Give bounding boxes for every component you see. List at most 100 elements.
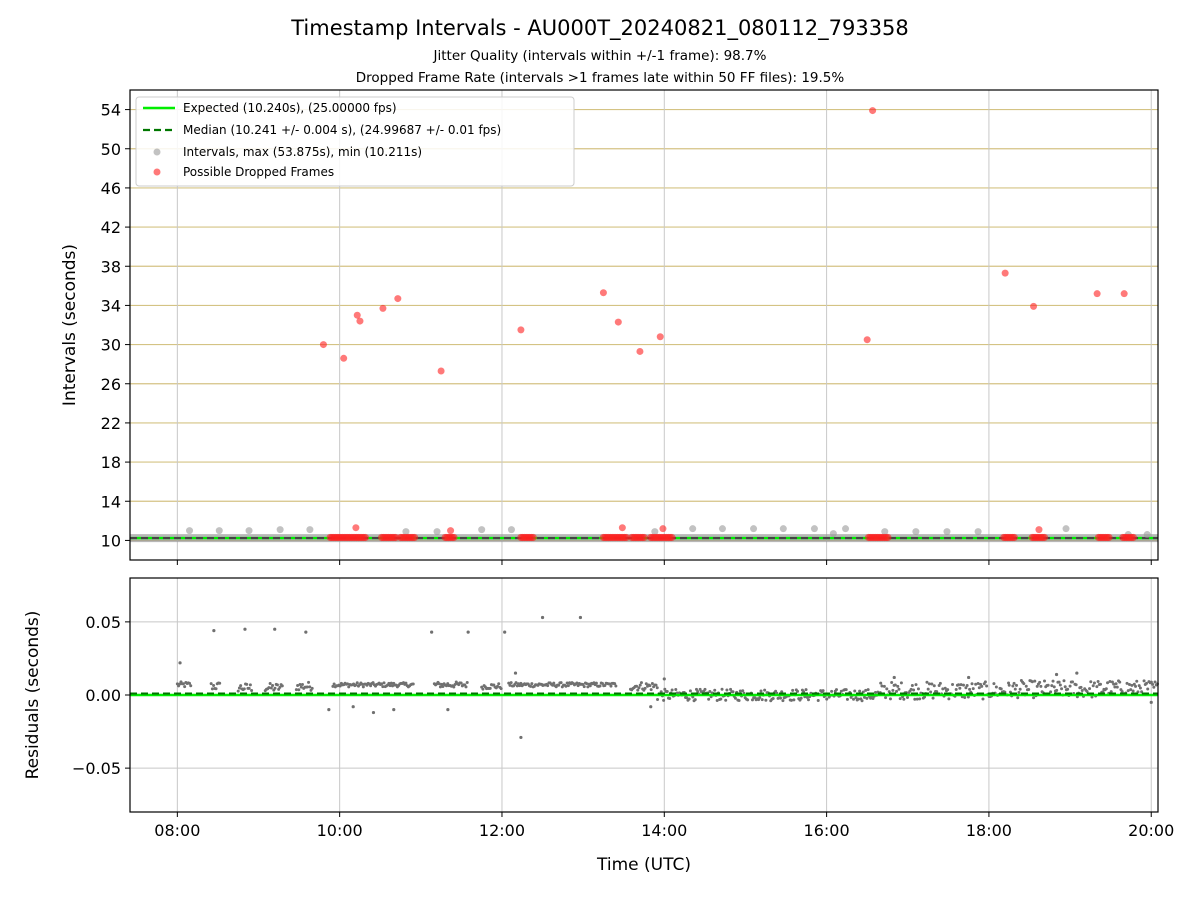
- residual-point: [430, 630, 434, 634]
- jitter-quality-subtitle: Jitter Quality (intervals within +/-1 fr…: [433, 48, 767, 64]
- residual-point: [760, 698, 764, 702]
- residual-point: [465, 680, 469, 684]
- residual-point: [452, 685, 456, 689]
- residual-point: [481, 687, 485, 691]
- residual-point: [1032, 696, 1036, 700]
- residual-point: [218, 681, 222, 685]
- dropped-frame-point: [361, 533, 369, 542]
- residual-point: [212, 684, 216, 688]
- residual-point: [981, 697, 985, 701]
- dropped-frame-point: [614, 318, 622, 326]
- residual-point: [719, 697, 723, 701]
- interval-point: [306, 526, 314, 534]
- residual-point: [437, 682, 441, 686]
- residual-point: [834, 688, 838, 692]
- residual-point: [1018, 687, 1022, 691]
- residual-point: [346, 682, 350, 686]
- residual-point: [441, 684, 445, 688]
- residual-point: [865, 696, 869, 700]
- dropped-frame-rate-subtitle: Dropped Frame Rate (intervals >1 frames …: [355, 70, 845, 86]
- residual-point: [488, 686, 492, 690]
- residual-point: [294, 688, 298, 692]
- dropped-frame-point: [319, 341, 327, 349]
- residual-point: [929, 690, 933, 694]
- residual-point: [905, 695, 909, 699]
- residual-point: [804, 688, 808, 692]
- residual-point: [971, 687, 975, 691]
- residual-point: [371, 710, 376, 715]
- residual-point: [902, 697, 906, 701]
- residual-point: [1046, 683, 1050, 687]
- residual-point: [884, 696, 888, 700]
- dropped-frame-point: [1120, 290, 1128, 298]
- residual-point: [1090, 695, 1094, 699]
- residual-point: [763, 688, 767, 692]
- residual-point: [896, 684, 900, 688]
- residual-point: [594, 681, 598, 685]
- dropped-frame-point: [1030, 302, 1038, 310]
- top-y-tick-label: 18: [101, 453, 121, 472]
- residual-point: [300, 682, 304, 686]
- residual-point: [639, 681, 643, 685]
- residual-point: [994, 685, 998, 689]
- residual-point: [466, 630, 470, 634]
- residual-point: [913, 697, 917, 701]
- residual-point: [586, 685, 590, 689]
- residual-point: [839, 689, 843, 693]
- residual-point: [750, 698, 754, 702]
- residual-point: [496, 684, 500, 688]
- residual-point: [992, 682, 996, 686]
- top-plot-axes: 10 14 18 22 26 30 34 38 42 46 50 54: [101, 89, 1159, 565]
- residual-point: [1075, 671, 1079, 675]
- residual-point: [771, 697, 775, 701]
- residual-point: [899, 681, 903, 685]
- residual-point: [649, 705, 653, 709]
- residual-point: [507, 681, 511, 685]
- residual-point: [873, 690, 877, 694]
- residual-point: [236, 689, 240, 693]
- residual-point: [389, 681, 393, 685]
- residual-point: [388, 684, 392, 688]
- residual-point: [1016, 696, 1020, 700]
- residual-point: [670, 688, 674, 692]
- residual-point: [239, 684, 243, 688]
- residual-point: [1013, 687, 1017, 691]
- residual-point: [675, 691, 679, 695]
- residual-point: [715, 698, 719, 702]
- residual-point: [1015, 683, 1019, 687]
- residual-point: [1088, 687, 1092, 691]
- interval-point: [478, 526, 486, 534]
- residual-point: [999, 687, 1003, 691]
- residual-point: [361, 685, 365, 689]
- residual-point: [668, 697, 672, 701]
- residual-point: [1063, 685, 1067, 689]
- residual-point: [369, 684, 373, 688]
- residual-point: [1130, 683, 1134, 687]
- residual-point: [559, 681, 563, 685]
- residual-point: [1057, 680, 1061, 684]
- residual-point: [371, 681, 375, 685]
- residual-point: [603, 684, 607, 688]
- residual-point: [304, 630, 308, 634]
- interval-point: [779, 525, 787, 533]
- residual-point: [237, 686, 241, 690]
- residual-point: [925, 680, 929, 684]
- residual-point: [1030, 680, 1034, 684]
- residual-point: [243, 627, 247, 631]
- residual-point: [725, 688, 729, 692]
- residual-point: [844, 688, 848, 692]
- residual-point: [296, 683, 300, 687]
- residual-point: [210, 687, 214, 691]
- residual-point: [1120, 690, 1124, 694]
- residual-point: [310, 686, 314, 690]
- residual-y-tick-label: 0.05: [85, 613, 121, 632]
- dropped-frame-point: [352, 524, 360, 532]
- residual-point: [1135, 679, 1139, 683]
- residual-point: [564, 684, 568, 688]
- residual-point: [188, 681, 192, 685]
- residual-point: [189, 684, 193, 688]
- residual-point: [662, 698, 666, 702]
- residual-point: [888, 697, 892, 701]
- residual-point: [382, 681, 386, 685]
- residual-y-tick-label: −0.05: [72, 759, 121, 778]
